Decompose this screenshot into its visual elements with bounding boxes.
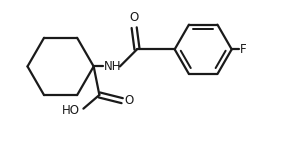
Text: O: O bbox=[130, 11, 139, 24]
Text: O: O bbox=[125, 94, 134, 107]
Text: F: F bbox=[240, 43, 247, 56]
Text: NH: NH bbox=[104, 60, 122, 73]
Text: HO: HO bbox=[62, 104, 80, 117]
